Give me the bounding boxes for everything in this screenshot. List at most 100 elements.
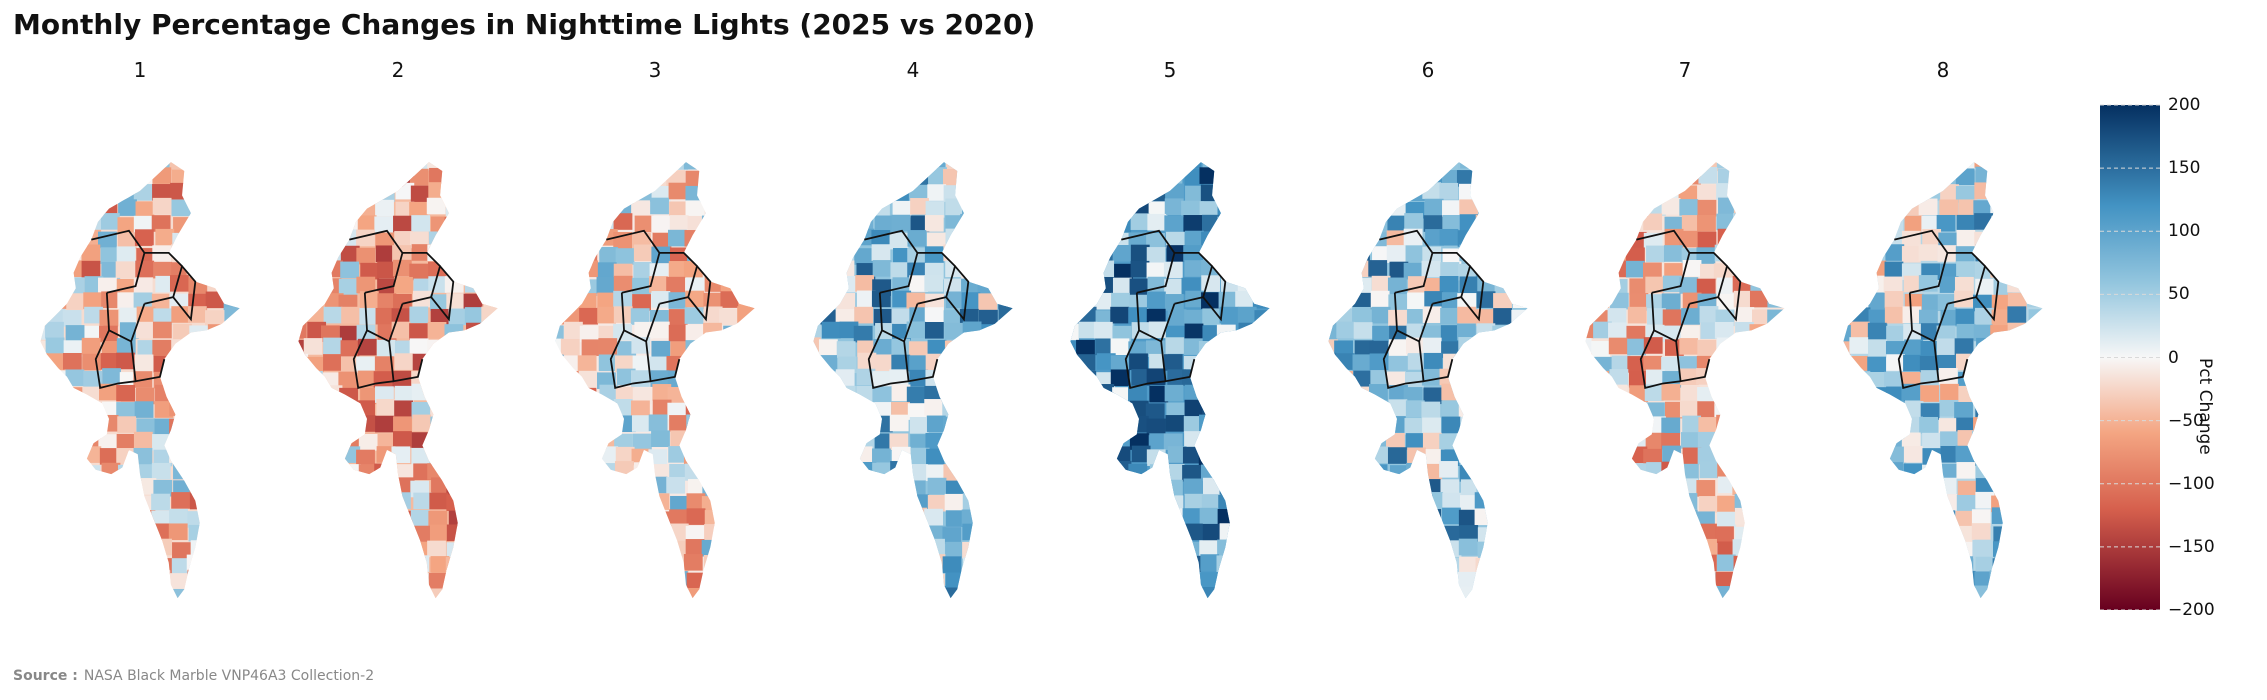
district-cell (1971, 509, 1991, 526)
district-cell (1511, 556, 1528, 573)
district-cell (40, 585, 47, 599)
district-cell (189, 325, 209, 343)
district-cell (1493, 432, 1513, 449)
district-cell (872, 477, 892, 494)
district-cell (207, 324, 227, 341)
district-cell (1235, 162, 1255, 169)
district-cell (580, 415, 600, 433)
district-cell (1335, 247, 1355, 264)
district-cell (1237, 306, 1257, 324)
district-cell (701, 352, 721, 370)
district-cell (374, 162, 394, 172)
district-cell (482, 162, 498, 172)
district-cell (906, 526, 926, 544)
district-cell (447, 448, 466, 466)
district-cell (979, 432, 999, 449)
district-cell (375, 232, 395, 250)
district-cell (1166, 402, 1186, 420)
district-cell (703, 571, 723, 588)
district-cell (1270, 417, 1289, 434)
district-cell (479, 166, 498, 184)
district-cell (613, 478, 633, 495)
district-cell (1513, 479, 1528, 497)
district-cell (1850, 162, 1870, 169)
district-cell (1843, 341, 1851, 358)
district-cell (207, 339, 227, 357)
district-cell (298, 478, 305, 495)
district-cell (1328, 293, 1339, 311)
district-cell (873, 339, 893, 356)
district-cell (321, 554, 341, 572)
district-cell (1920, 370, 1940, 387)
district-cell (1095, 415, 1115, 433)
district-cell (1199, 167, 1219, 184)
district-cell (1235, 462, 1255, 480)
district-cell (1509, 511, 1528, 529)
district-cell (2007, 557, 2027, 575)
district-cell (117, 464, 137, 482)
district-cell (1328, 464, 1337, 482)
district-cell (555, 526, 562, 544)
district-cell (40, 555, 49, 573)
district-cell (1715, 385, 1735, 402)
district-cell (1887, 477, 1907, 494)
district-cell (243, 495, 260, 512)
district-cell (1851, 307, 1871, 324)
state-boundary (1124, 329, 1166, 389)
district-cell (1922, 464, 1941, 482)
district-cell (1167, 369, 1187, 386)
district-cell (376, 339, 396, 357)
district-cell (1735, 307, 1755, 324)
district-cell (979, 309, 998, 327)
district-cell (1767, 541, 1785, 558)
district-cell (2008, 480, 2028, 497)
district-cell (686, 508, 706, 525)
district-cell (1918, 309, 1938, 327)
district-cell (1885, 400, 1904, 418)
state-boundary (172, 265, 197, 322)
district-cell (1147, 276, 1167, 294)
district-cell (1848, 355, 1868, 373)
district-cell (2046, 278, 2063, 295)
district-cell (1255, 449, 1270, 466)
district-cell (305, 492, 324, 510)
colorbar (2090, 100, 2166, 614)
district-cell (740, 585, 755, 599)
district-cell (1422, 540, 1442, 558)
district-cell (360, 262, 380, 280)
district-cell (1901, 432, 1921, 450)
district-cell (615, 602, 634, 618)
district-cell (500, 492, 518, 509)
district-cell (1388, 356, 1408, 374)
map-panel-5: 5 (1050, 58, 1290, 618)
district-cell (856, 418, 875, 435)
district-cell (186, 356, 206, 373)
state-boundary (645, 341, 681, 383)
district-cell (1592, 259, 1612, 277)
district-cell (410, 587, 430, 599)
district-cell (926, 232, 946, 250)
district-cell (1751, 167, 1770, 184)
district-cell (393, 431, 412, 448)
district-cell (1095, 260, 1115, 278)
district-cell (1903, 323, 1923, 341)
district-cell (304, 371, 323, 388)
district-cell (1850, 509, 1870, 526)
district-cell (1849, 201, 1869, 218)
district-cell (466, 162, 486, 169)
district-cell (1529, 571, 1548, 588)
district-cell (686, 414, 706, 432)
district-cell (117, 573, 137, 591)
district-cell (1938, 418, 1958, 435)
district-cell (153, 261, 172, 279)
district-cell (1405, 162, 1425, 171)
district-cell (996, 496, 1013, 513)
district-cell (891, 509, 911, 527)
state-boundary (430, 265, 455, 322)
district-cell (1919, 603, 1938, 618)
district-cell (1200, 601, 1219, 618)
district-cell (1697, 387, 1716, 404)
district-cell (243, 449, 260, 466)
district-cell (1328, 386, 1338, 403)
district-cell (942, 399, 962, 417)
